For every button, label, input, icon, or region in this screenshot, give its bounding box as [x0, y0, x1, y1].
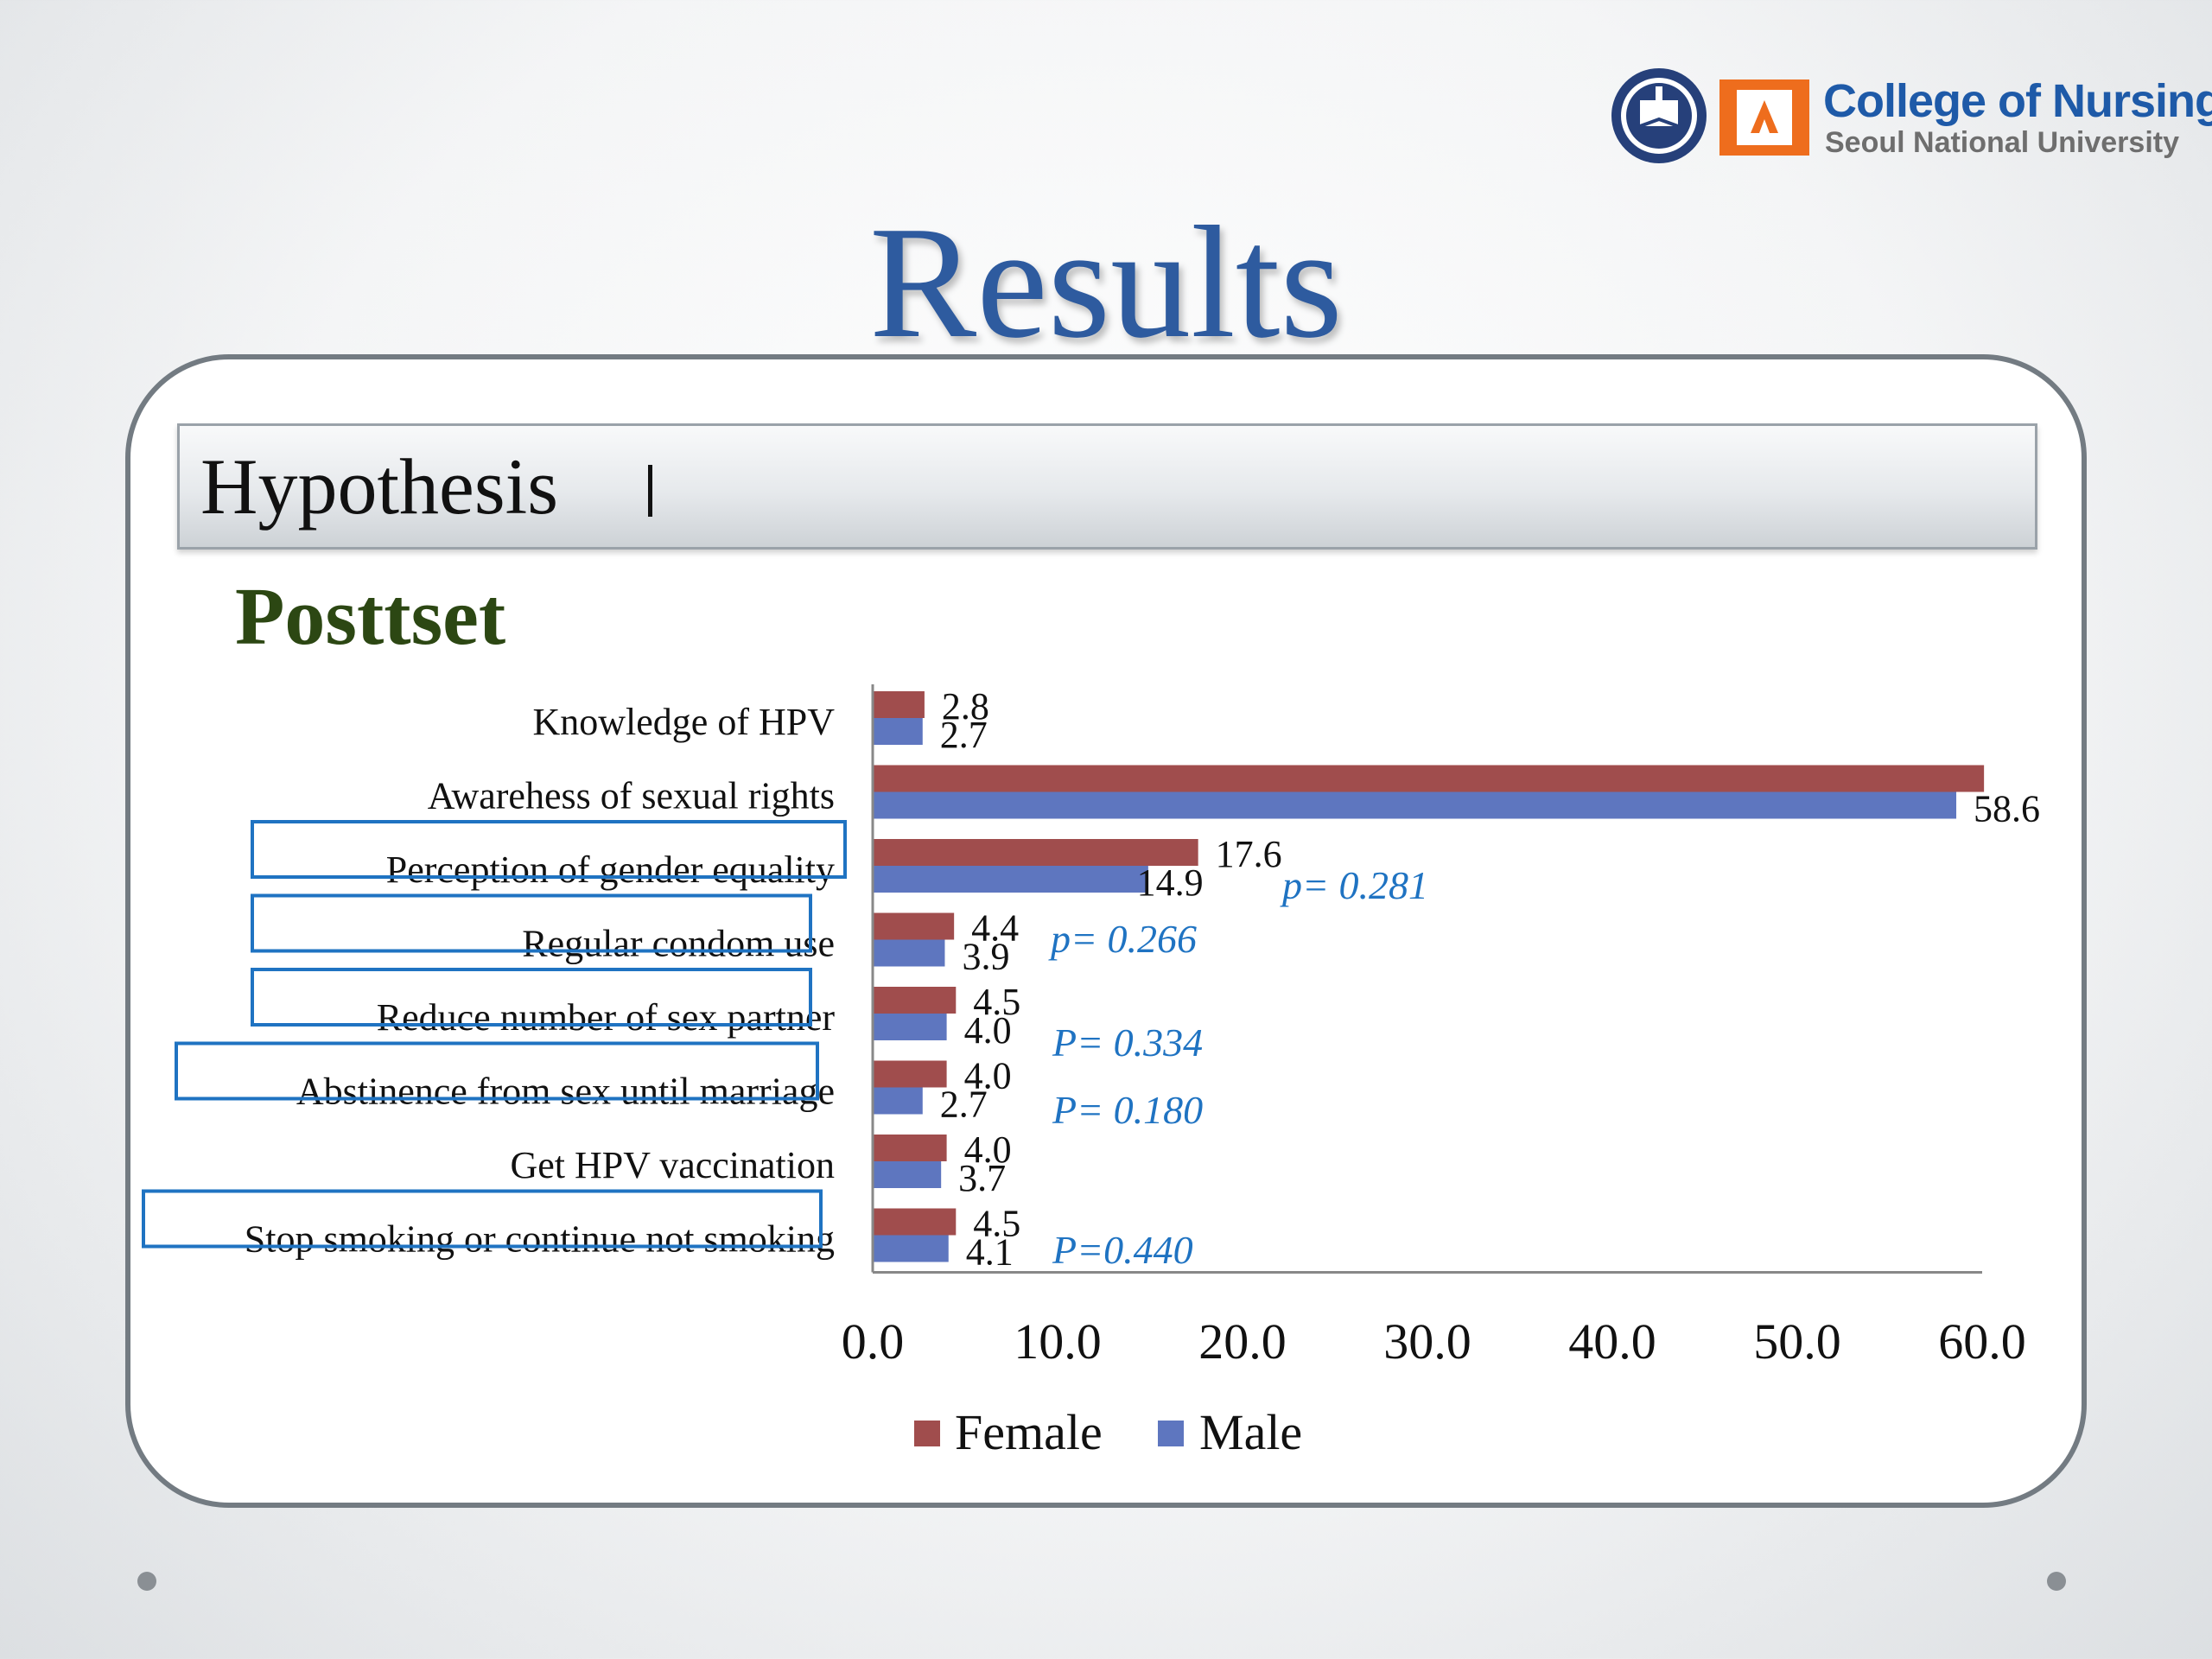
bar-female — [873, 1135, 947, 1161]
p-value-annotation: P= 0.180 — [1052, 1088, 1203, 1132]
data-label-male: 4.1 — [966, 1231, 1014, 1274]
slide-dot-left — [137, 1572, 156, 1591]
bar-female — [873, 912, 955, 940]
highlight-box — [251, 893, 812, 953]
data-label-male: 2.7 — [940, 1084, 988, 1126]
x-tick-label: 60.0 — [1938, 1313, 2026, 1370]
p-value-annotation: p= 0.266 — [1048, 917, 1197, 961]
x-tick-label: 10.0 — [1014, 1313, 1102, 1370]
p-value-annotation: P= 0.334 — [1052, 1020, 1203, 1065]
legend-swatch-male — [1158, 1421, 1184, 1446]
bar-female — [873, 987, 957, 1014]
section-title: Hypothesis — [200, 442, 558, 531]
highlight-box — [251, 968, 812, 1027]
data-label-male: 58.6 — [1974, 788, 2040, 830]
bar-female — [873, 839, 1198, 866]
text-cursor — [648, 465, 652, 517]
logo-line-2: Seoul National University — [1825, 126, 2179, 159]
bar-male — [873, 791, 1957, 819]
data-label-male: 4.0 — [964, 1009, 1012, 1052]
x-tick-label: 50.0 — [1753, 1313, 1841, 1370]
bar-female — [873, 1208, 957, 1236]
highlight-box — [251, 820, 847, 879]
legend-label-male: Male — [1199, 1404, 1302, 1460]
data-label-female: 4.4 — [971, 907, 1019, 950]
x-tick-label: 0.0 — [842, 1313, 905, 1370]
logo-line-1: College of Nursing — [1823, 75, 2212, 127]
highlight-box — [142, 1189, 823, 1249]
x-tick-label: 40.0 — [1568, 1313, 1656, 1370]
bar-male — [873, 1087, 923, 1115]
data-label-female: 4.5 — [973, 981, 1020, 1023]
category-label: Get HPV vaccination — [510, 1144, 835, 1186]
data-label-female: 4.5 — [973, 1203, 1020, 1245]
p-value-annotation: P=0.440 — [1052, 1228, 1193, 1272]
data-label-male: 3.9 — [962, 936, 1009, 978]
bar-male — [873, 866, 1148, 893]
section-header-bar — [177, 423, 2037, 550]
bar-male — [873, 1161, 942, 1188]
category-label: Perception of gender equality — [386, 849, 835, 891]
nursing-emblem-icon — [1719, 79, 1809, 156]
category-label: Stop smoking or continue not smoking — [245, 1218, 835, 1261]
legend-label-female: Female — [955, 1404, 1103, 1460]
university-seal-icon — [1611, 68, 1707, 163]
category-label: Regular condom use — [522, 923, 835, 965]
data-label-female: 17.6 — [1216, 833, 1282, 875]
legend-swatch-female — [914, 1421, 940, 1446]
data-label-male: 2.7 — [940, 714, 988, 756]
bar-male — [873, 718, 923, 745]
college-logo: College of Nursing Seoul National Univer… — [1609, 66, 2212, 166]
slide-title: Results — [869, 194, 1343, 372]
highlight-box — [175, 1041, 819, 1101]
p-value-annotation: p= 0.281 — [1280, 863, 1428, 907]
bar-female — [873, 1060, 947, 1088]
data-label-female: 2.8 — [942, 685, 989, 728]
data-label-female: 4.0 — [964, 1055, 1012, 1097]
category-label: Abstinence from sex until marriage — [296, 1071, 835, 1113]
bar-male — [873, 1014, 947, 1040]
category-label: Knowledge of HPV — [532, 701, 835, 743]
category-label: Awarehess of sexual rights — [428, 775, 835, 817]
bar-male — [873, 939, 945, 967]
data-label-male: 3.7 — [958, 1157, 1006, 1199]
bar-female — [873, 765, 1985, 792]
bar-female — [873, 691, 925, 718]
data-label-male: 14.9 — [1137, 861, 1204, 904]
x-tick-label: 20.0 — [1198, 1313, 1287, 1370]
x-tick-label: 30.0 — [1383, 1313, 1471, 1370]
slide-dot-right — [2047, 1572, 2066, 1591]
category-label: Reduce number of sex partner — [377, 996, 836, 1039]
bar-male — [873, 1235, 949, 1262]
data-label-female: 4.0 — [964, 1128, 1012, 1171]
chart-subtitle: Posttset — [235, 572, 506, 662]
